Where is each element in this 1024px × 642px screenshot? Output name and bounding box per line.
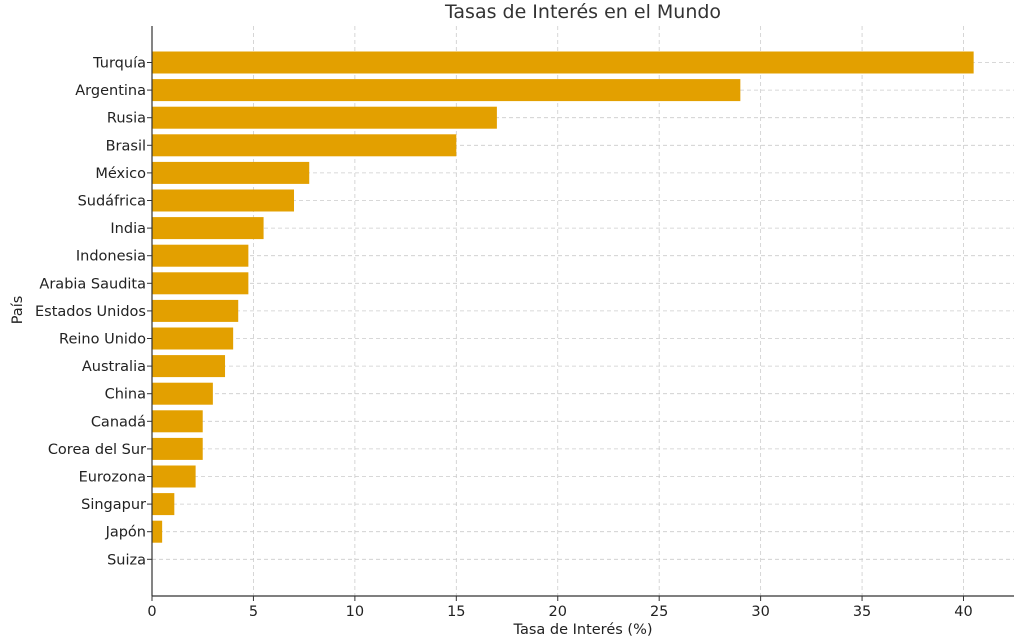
- axis-layer: 0 5 10 15 20 25 30 35 40 Turquía Argentina Rusia Bra…: [35, 26, 1014, 620]
- x-tick-label: 25: [650, 604, 668, 620]
- x-tick-label: 10: [346, 604, 364, 620]
- x-tick-label: 0: [147, 604, 156, 620]
- chart-title: Tasas de Interés en el Mundo: [444, 1, 721, 23]
- y-tick-label: Arabia Saudita: [39, 276, 146, 292]
- y-tick-label: Reino Unido: [59, 332, 146, 348]
- y-tick-label: Japón: [105, 525, 146, 541]
- bar-arabia-saudita: [152, 272, 249, 295]
- bar-japón: [152, 520, 163, 543]
- y-tick-label: Canadá: [91, 414, 146, 430]
- x-tick-label: 20: [549, 604, 567, 620]
- bar-corea-del-sur: [152, 437, 203, 460]
- y-tick-label: Corea del Sur: [48, 442, 146, 458]
- bar-turquía: [152, 51, 974, 74]
- x-tick-label: 5: [249, 604, 258, 620]
- bar-sudáfrica: [152, 189, 295, 212]
- bar-india: [152, 217, 264, 240]
- bar-argentina: [152, 79, 741, 102]
- bar-australia: [152, 355, 226, 378]
- y-tick-label: Argentina: [75, 83, 146, 99]
- y-tick-label: Indonesia: [76, 249, 146, 265]
- bar-eurozona: [152, 465, 196, 488]
- bar-brasil: [152, 134, 457, 157]
- y-axis-label: País: [10, 296, 26, 325]
- y-tick-label: Rusia: [107, 111, 146, 127]
- bar-singapur: [152, 493, 175, 516]
- bar-reino-unido: [152, 327, 234, 350]
- x-tick-label: 40: [954, 604, 972, 620]
- y-tick-label: México: [95, 166, 146, 182]
- x-tick-label: 30: [751, 604, 769, 620]
- y-tick-label: Sudáfrica: [78, 194, 146, 210]
- x-tick-label: 35: [853, 604, 871, 620]
- bar-layer: [152, 51, 974, 543]
- bar-china: [152, 382, 213, 405]
- x-tick-label: 15: [447, 604, 465, 620]
- y-tick-label: Turquía: [92, 56, 146, 72]
- y-tick-label: India: [110, 221, 146, 237]
- bar-canadá: [152, 410, 203, 433]
- y-tick-label: Estados Unidos: [35, 304, 146, 320]
- bar-estados-unidos: [152, 299, 239, 322]
- bar-méxico: [152, 161, 310, 184]
- y-tick-label: Brasil: [106, 138, 146, 154]
- bar-indonesia: [152, 244, 249, 267]
- y-tick-label: Suiza: [107, 552, 146, 568]
- y-tick-label: China: [105, 387, 146, 403]
- y-tick-label: Eurozona: [79, 470, 146, 486]
- bar-rusia: [152, 106, 497, 129]
- y-tick-label: Singapur: [81, 497, 146, 513]
- y-tick-label: Australia: [82, 359, 146, 375]
- x-axis-label: Tasa de Interés (%): [512, 622, 652, 638]
